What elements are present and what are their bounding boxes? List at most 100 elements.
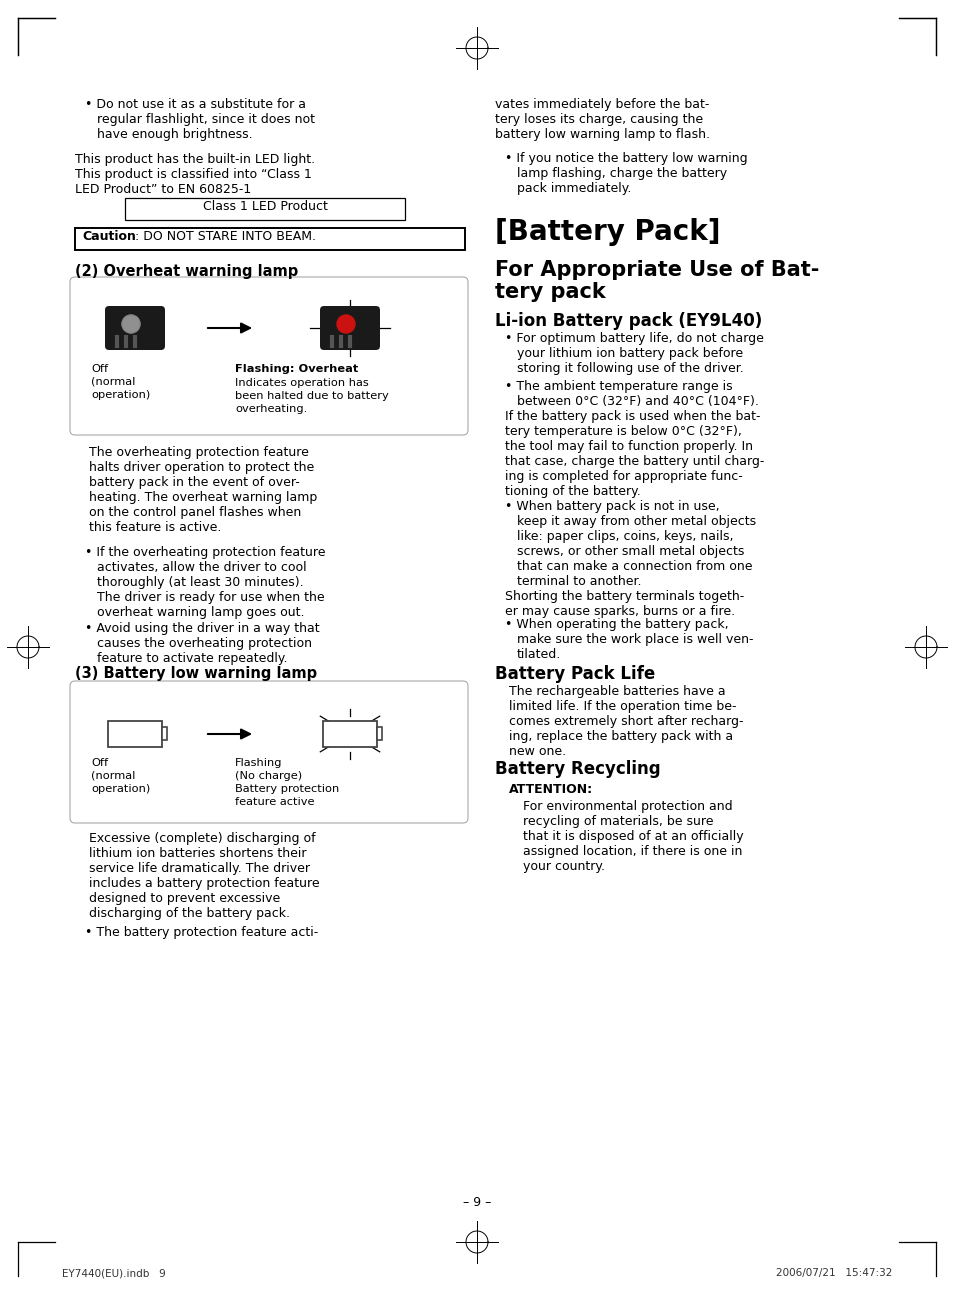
Text: terminal to another.: terminal to another. bbox=[517, 575, 640, 587]
Text: comes extremely short after recharg-: comes extremely short after recharg- bbox=[509, 716, 742, 729]
Text: battery low warning lamp to flash.: battery low warning lamp to flash. bbox=[495, 128, 709, 141]
Text: tery loses its charge, causing the: tery loses its charge, causing the bbox=[495, 113, 702, 126]
Text: 2006/07/21   15:47:32: 2006/07/21 15:47:32 bbox=[775, 1268, 891, 1278]
Bar bbox=[323, 721, 376, 747]
Text: causes the overheating protection: causes the overheating protection bbox=[97, 637, 312, 650]
Text: that case, charge the battery until charg-: that case, charge the battery until char… bbox=[504, 455, 763, 468]
Text: pack immediately.: pack immediately. bbox=[517, 182, 631, 195]
Text: tilated.: tilated. bbox=[517, 648, 560, 661]
Text: screws, or other small metal objects: screws, or other small metal objects bbox=[517, 545, 743, 558]
Text: Caution: Caution bbox=[82, 230, 135, 243]
Text: overheating.: overheating. bbox=[234, 404, 307, 414]
Text: tery temperature is below 0°C (32°F),: tery temperature is below 0°C (32°F), bbox=[504, 424, 741, 437]
Text: that can make a connection from one: that can make a connection from one bbox=[517, 560, 752, 573]
Text: Battery Pack Life: Battery Pack Life bbox=[495, 665, 655, 683]
Bar bbox=[376, 727, 381, 740]
Bar bbox=[75, 228, 464, 250]
Text: recycling of materials, be sure: recycling of materials, be sure bbox=[522, 815, 713, 828]
Bar bbox=[125, 198, 405, 220]
Text: – 9 –: – 9 – bbox=[462, 1196, 491, 1209]
Text: on the control panel flashes when: on the control panel flashes when bbox=[89, 506, 301, 519]
Text: been halted due to battery: been halted due to battery bbox=[234, 391, 388, 401]
Text: The driver is ready for use when the: The driver is ready for use when the bbox=[97, 591, 324, 604]
Text: service life dramatically. The driver: service life dramatically. The driver bbox=[89, 862, 310, 875]
Text: (No charge): (No charge) bbox=[234, 771, 302, 782]
Text: • If the overheating protection feature: • If the overheating protection feature bbox=[85, 546, 325, 559]
Text: tioning of the battery.: tioning of the battery. bbox=[504, 485, 640, 498]
Text: Battery Recycling: Battery Recycling bbox=[495, 760, 659, 778]
FancyBboxPatch shape bbox=[70, 681, 468, 823]
Text: Off: Off bbox=[91, 364, 108, 374]
Text: storing it following use of the driver.: storing it following use of the driver. bbox=[517, 362, 743, 375]
Text: Class 1 LED Product: Class 1 LED Product bbox=[202, 201, 327, 214]
Text: • Avoid using the driver in a way that: • Avoid using the driver in a way that bbox=[85, 622, 319, 635]
Text: new one.: new one. bbox=[509, 745, 565, 758]
Text: regular flashlight, since it does not: regular flashlight, since it does not bbox=[97, 113, 314, 126]
Text: • For optimum battery life, do not charge: • For optimum battery life, do not charg… bbox=[504, 333, 763, 345]
Text: lamp flashing, charge the battery: lamp flashing, charge the battery bbox=[517, 167, 726, 180]
Text: For environmental protection and: For environmental protection and bbox=[522, 800, 732, 813]
Text: This product has the built-in LED light.: This product has the built-in LED light. bbox=[75, 153, 314, 166]
Text: This product is classified into “Class 1: This product is classified into “Class 1 bbox=[75, 168, 312, 181]
Text: • When battery pack is not in use,: • When battery pack is not in use, bbox=[504, 499, 719, 512]
Text: [Battery Pack]: [Battery Pack] bbox=[495, 217, 720, 246]
Text: (2) Overheat warning lamp: (2) Overheat warning lamp bbox=[75, 264, 298, 280]
Text: operation): operation) bbox=[91, 784, 150, 795]
Text: between 0°C (32°F) and 40°C (104°F).: between 0°C (32°F) and 40°C (104°F). bbox=[517, 395, 758, 408]
FancyBboxPatch shape bbox=[319, 305, 379, 349]
Bar bbox=[108, 721, 162, 747]
Text: activates, allow the driver to cool: activates, allow the driver to cool bbox=[97, 562, 306, 575]
Text: er may cause sparks, burns or a fire.: er may cause sparks, burns or a fire. bbox=[504, 606, 735, 619]
Text: this feature is active.: this feature is active. bbox=[89, 521, 221, 534]
Text: vates immediately before the bat-: vates immediately before the bat- bbox=[495, 98, 709, 111]
Text: operation): operation) bbox=[91, 389, 150, 400]
Text: (3) Battery low warning lamp: (3) Battery low warning lamp bbox=[75, 666, 316, 681]
Text: discharging of the battery pack.: discharging of the battery pack. bbox=[89, 907, 290, 920]
Text: (normal: (normal bbox=[91, 771, 135, 782]
Text: thoroughly (at least 30 minutes).: thoroughly (at least 30 minutes). bbox=[97, 576, 303, 589]
Text: the tool may fail to function properly. In: the tool may fail to function properly. … bbox=[504, 440, 752, 453]
Text: Off: Off bbox=[91, 758, 108, 769]
Text: ing, replace the battery pack with a: ing, replace the battery pack with a bbox=[509, 730, 732, 743]
Text: Indicates operation has: Indicates operation has bbox=[234, 378, 369, 388]
Text: For Appropriate Use of Bat-: For Appropriate Use of Bat- bbox=[495, 260, 819, 280]
Text: Battery protection: Battery protection bbox=[234, 784, 339, 795]
FancyBboxPatch shape bbox=[70, 277, 468, 435]
Text: • If you notice the battery low warning: • If you notice the battery low warning bbox=[504, 151, 747, 166]
Text: The rechargeable batteries have a: The rechargeable batteries have a bbox=[509, 685, 725, 697]
Text: • The battery protection feature acti-: • The battery protection feature acti- bbox=[85, 927, 318, 939]
Text: that it is disposed of at an officially: that it is disposed of at an officially bbox=[522, 829, 742, 842]
Text: Li-ion Battery pack (EY9L40): Li-ion Battery pack (EY9L40) bbox=[495, 312, 761, 330]
Text: • The ambient temperature range is: • The ambient temperature range is bbox=[504, 380, 732, 393]
Text: feature to activate repeatedly.: feature to activate repeatedly. bbox=[97, 652, 287, 665]
Text: have enough brightness.: have enough brightness. bbox=[97, 128, 253, 141]
Text: Flashing: Flashing bbox=[234, 758, 282, 769]
Bar bbox=[162, 727, 167, 740]
Text: like: paper clips, coins, keys, nails,: like: paper clips, coins, keys, nails, bbox=[517, 531, 733, 543]
Text: battery pack in the event of over-: battery pack in the event of over- bbox=[89, 476, 299, 489]
Text: • Do not use it as a substitute for a: • Do not use it as a substitute for a bbox=[85, 98, 306, 111]
Text: includes a battery protection feature: includes a battery protection feature bbox=[89, 877, 319, 890]
Text: lithium ion batteries shortens their: lithium ion batteries shortens their bbox=[89, 848, 306, 861]
Text: make sure the work place is well ven-: make sure the work place is well ven- bbox=[517, 633, 753, 646]
Text: halts driver operation to protect the: halts driver operation to protect the bbox=[89, 461, 314, 474]
FancyBboxPatch shape bbox=[105, 305, 165, 349]
Text: If the battery pack is used when the bat-: If the battery pack is used when the bat… bbox=[504, 410, 760, 423]
Circle shape bbox=[122, 314, 140, 333]
Text: keep it away from other metal objects: keep it away from other metal objects bbox=[517, 515, 756, 528]
Text: The overheating protection feature: The overheating protection feature bbox=[89, 446, 309, 459]
Text: limited life. If the operation time be-: limited life. If the operation time be- bbox=[509, 700, 736, 713]
Text: tery pack: tery pack bbox=[495, 282, 605, 302]
Text: your lithium ion battery pack before: your lithium ion battery pack before bbox=[517, 347, 742, 360]
Text: Flashing: Overheat: Flashing: Overheat bbox=[234, 364, 358, 374]
Text: Shorting the battery terminals togeth-: Shorting the battery terminals togeth- bbox=[504, 590, 743, 603]
Text: EY7440(EU).indb   9: EY7440(EU).indb 9 bbox=[62, 1268, 166, 1278]
Text: Excessive (complete) discharging of: Excessive (complete) discharging of bbox=[89, 832, 315, 845]
Text: heating. The overheat warning lamp: heating. The overheat warning lamp bbox=[89, 490, 317, 503]
Text: designed to prevent excessive: designed to prevent excessive bbox=[89, 892, 280, 905]
Text: ing is completed for appropriate func-: ing is completed for appropriate func- bbox=[504, 470, 742, 483]
Text: • When operating the battery pack,: • When operating the battery pack, bbox=[504, 619, 728, 631]
Text: (normal: (normal bbox=[91, 377, 135, 387]
Circle shape bbox=[336, 314, 355, 333]
Text: feature active: feature active bbox=[234, 797, 314, 807]
